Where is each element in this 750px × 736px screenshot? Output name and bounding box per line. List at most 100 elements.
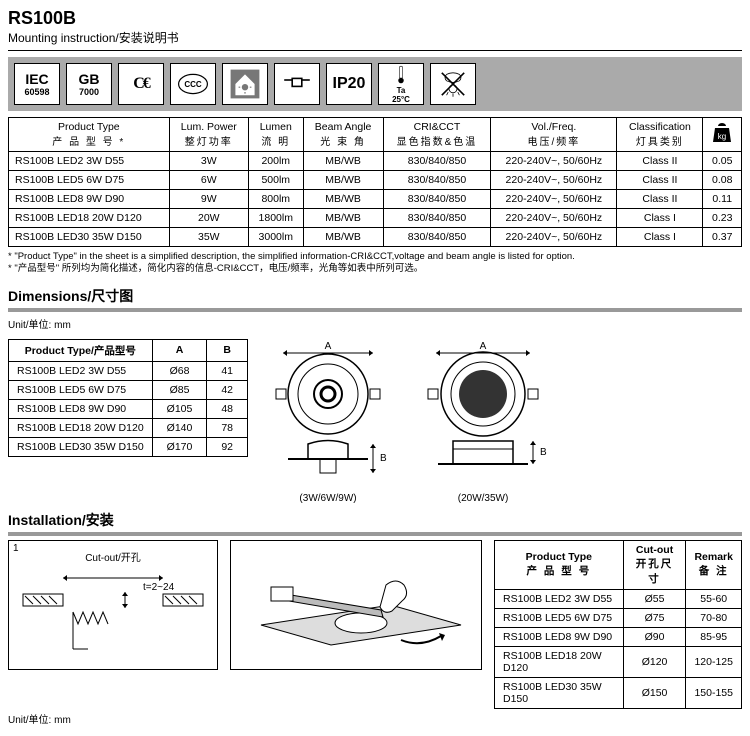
dim-header-cell: B bbox=[207, 339, 248, 361]
cert-indoor-icon bbox=[222, 63, 268, 105]
spec-cell: 3000lm bbox=[248, 228, 303, 247]
spec-cell: RS100B LED5 6W D75 bbox=[9, 171, 170, 190]
spec-row: RS100B LED18 20W D12020W1800lmMB/WB830/8… bbox=[9, 209, 742, 228]
cert-no-cover-icon bbox=[430, 63, 476, 105]
spec-cell: Class II bbox=[617, 152, 703, 171]
spec-header-cell: CRI&CCT显色指数&色温 bbox=[383, 118, 491, 152]
spec-cell: RS100B LED2 3W D55 bbox=[9, 152, 170, 171]
spec-header-cell: Beam Angle光 束 角 bbox=[303, 118, 383, 152]
dim-cell: RS100B LED30 35W D150 bbox=[9, 437, 153, 456]
spec-cell: MB/WB bbox=[303, 228, 383, 247]
cert-ip20-icon: IP20 bbox=[326, 63, 372, 105]
dim-cell: RS100B LED5 6W D75 bbox=[9, 380, 153, 399]
spec-cell: Class II bbox=[617, 171, 703, 190]
cutout-header-cell: Remark备 注 bbox=[686, 540, 742, 589]
subtitle-zh: /安装说明书 bbox=[115, 31, 178, 45]
dimensions-table: Product Type/产品型号AB RS100B LED2 3W D55Ø6… bbox=[8, 339, 248, 457]
spec-cell: 830/840/850 bbox=[383, 190, 491, 209]
cert-ta25-icon: Ta25°C bbox=[378, 63, 424, 105]
spec-cell: 3W bbox=[169, 152, 248, 171]
spec-header-cell: Lumen流 明 bbox=[248, 118, 303, 152]
spec-cell: MB/WB bbox=[303, 171, 383, 190]
dim-row: RS100B LED18 20W D120Ø14078 bbox=[9, 418, 248, 437]
dimensions-title: Dimensions/尺寸图 bbox=[8, 286, 742, 306]
cutout-row: RS100B LED2 3W D55Ø5555-60 bbox=[495, 589, 742, 608]
spec-row: RS100B LED8 9W D909W800lmMB/WB830/840/85… bbox=[9, 190, 742, 209]
cutout-cell: RS100B LED30 35W D150 bbox=[495, 677, 624, 708]
subtitle: Mounting instruction/安装说明书 bbox=[8, 29, 742, 46]
spec-cell: 1800lm bbox=[248, 209, 303, 228]
svg-text:CCC: CCC bbox=[184, 80, 202, 89]
cutout-cell: RS100B LED8 9W D90 bbox=[495, 627, 624, 646]
subtitle-en: Mounting instruction bbox=[8, 31, 115, 45]
cutout-table: Product Type产 品 型 号Cut-out开孔尺寸Remark备 注 … bbox=[494, 540, 742, 709]
dim-cell: 78 bbox=[207, 418, 248, 437]
cutout-cell: RS100B LED5 6W D75 bbox=[495, 608, 624, 627]
cutout-row: RS100B LED30 35W D150Ø150150-155 bbox=[495, 677, 742, 708]
cutout-cell: 70-80 bbox=[686, 608, 742, 627]
cutout-cell: 120-125 bbox=[686, 646, 742, 677]
spec-cell: 500lm bbox=[248, 171, 303, 190]
spec-cell: 220-240V~, 50/60Hz bbox=[491, 209, 617, 228]
spec-cell: MB/WB bbox=[303, 152, 383, 171]
spec-header-cell: Lum. Power整灯功率 bbox=[169, 118, 248, 152]
spec-cell: 830/840/850 bbox=[383, 228, 491, 247]
section-rule bbox=[8, 308, 742, 312]
spec-cell: Class I bbox=[617, 209, 703, 228]
spec-cell: MB/WB bbox=[303, 190, 383, 209]
footnote-zh: * "产品型号" 所列均为简化描述，简化内容的信息-CRI&CCT，电压/频率，… bbox=[8, 263, 742, 275]
spec-cell: RS100B LED8 9W D90 bbox=[9, 190, 170, 209]
cutout-cell: 85-95 bbox=[686, 627, 742, 646]
spec-cell: 6W bbox=[169, 171, 248, 190]
cutout-cell: Ø150 bbox=[623, 677, 686, 708]
cutout-cell: RS100B LED2 3W D55 bbox=[495, 589, 624, 608]
installation-title: Installation/安装 bbox=[8, 510, 742, 530]
dim-row: RS100B LED5 6W D75Ø8542 bbox=[9, 380, 248, 399]
svg-text:t=2~24: t=2~24 bbox=[143, 582, 175, 593]
spec-cell: 200lm bbox=[248, 152, 303, 171]
cutout-cell: Ø120 bbox=[623, 646, 686, 677]
diagram-small-label: (3W/6W/9W) bbox=[299, 493, 356, 504]
spec-cell: 220-240V~, 50/60Hz bbox=[491, 228, 617, 247]
svg-text:A: A bbox=[480, 341, 487, 352]
step-number: 1 bbox=[13, 543, 19, 554]
spec-cell: 20W bbox=[169, 209, 248, 228]
cutout-row: RS100B LED8 9W D90Ø9085-95 bbox=[495, 627, 742, 646]
spec-cell: 830/840/850 bbox=[383, 152, 491, 171]
install-saw-diagram bbox=[230, 540, 482, 670]
svg-text:B: B bbox=[380, 453, 387, 464]
spec-header-cell: Vol./Freq.电压/频率 bbox=[491, 118, 617, 152]
cutout-cell: Ø55 bbox=[623, 589, 686, 608]
cert-recessed-icon bbox=[274, 63, 320, 105]
spec-cell: 220-240V~, 50/60Hz bbox=[491, 171, 617, 190]
spec-cell: 0.23 bbox=[703, 209, 742, 228]
cutout-cell: Ø90 bbox=[623, 627, 686, 646]
spec-cell: 0.37 bbox=[703, 228, 742, 247]
dim-cell: Ø105 bbox=[152, 399, 207, 418]
cutout-cell: 150-155 bbox=[686, 677, 742, 708]
svg-text:kg: kg bbox=[718, 132, 726, 141]
spec-header-cell: Product Type产 品 型 号 * bbox=[9, 118, 170, 152]
model-title: RS100B bbox=[8, 8, 742, 29]
dimension-diagrams: A B (3W/6W/9W) A bbox=[268, 339, 548, 504]
dim-header-cell: A bbox=[152, 339, 207, 361]
dim-header-cell: Product Type/产品型号 bbox=[9, 339, 153, 361]
dim-cell: Ø68 bbox=[152, 361, 207, 380]
spec-table: Product Type产 品 型 号 *Lum. Power整灯功率Lumen… bbox=[8, 117, 742, 247]
dim-cell: 92 bbox=[207, 437, 248, 456]
spec-cell: 220-240V~, 50/60Hz bbox=[491, 152, 617, 171]
dim-cell: RS100B LED8 9W D90 bbox=[9, 399, 153, 418]
footnote: * "Product Type" in the sheet is a simpl… bbox=[8, 251, 742, 276]
dim-cell: RS100B LED2 3W D55 bbox=[9, 361, 153, 380]
downlight-large-diagram: A B bbox=[418, 339, 548, 489]
dim-row: RS100B LED2 3W D55Ø6841 bbox=[9, 361, 248, 380]
spec-cell: 220-240V~, 50/60Hz bbox=[491, 190, 617, 209]
cert-gb-icon: GB 7000 bbox=[66, 63, 112, 105]
spec-row: RS100B LED5 6W D756W500lmMB/WB830/840/85… bbox=[9, 171, 742, 190]
dim-row: RS100B LED8 9W D90Ø10548 bbox=[9, 399, 248, 418]
svg-text:A: A bbox=[325, 341, 332, 352]
install-step-1-diagram: 1 Cut-out/开孔 t=2~24 bbox=[8, 540, 218, 670]
dim-row: RS100B LED30 35W D150Ø17092 bbox=[9, 437, 248, 456]
spec-cell: 830/840/850 bbox=[383, 171, 491, 190]
spec-cell: MB/WB bbox=[303, 209, 383, 228]
